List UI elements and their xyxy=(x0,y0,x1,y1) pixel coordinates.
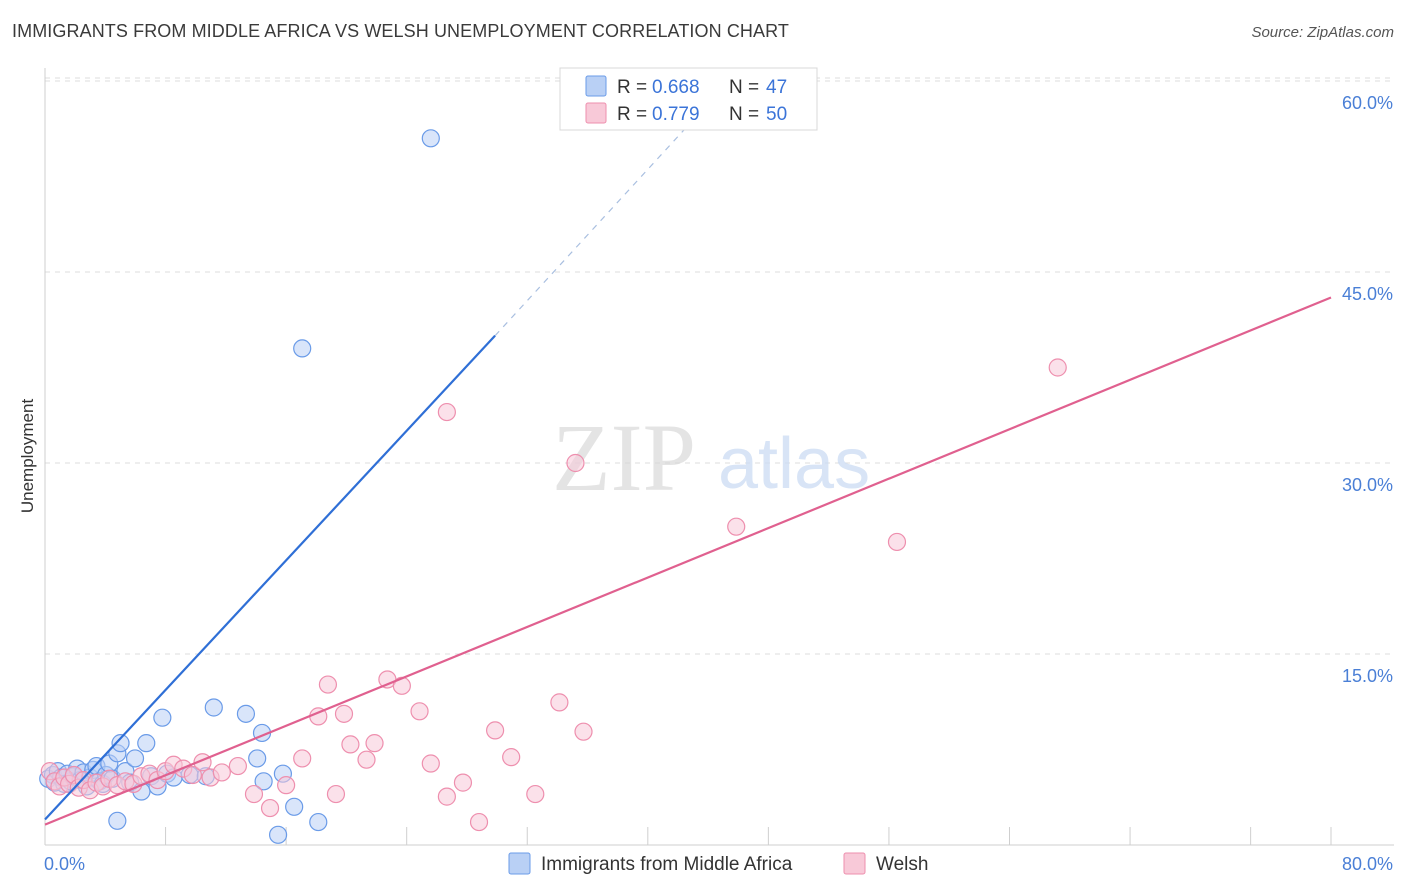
point-middle-africa xyxy=(236,704,256,723)
point-middle-africa xyxy=(204,698,223,717)
point-welsh xyxy=(260,798,280,818)
point-welsh xyxy=(183,765,202,785)
point-welsh xyxy=(293,749,312,768)
legend-r-label: R = xyxy=(617,104,647,125)
point-welsh xyxy=(469,812,489,832)
point-middle-africa xyxy=(268,825,288,844)
point-welsh xyxy=(437,402,456,422)
point-welsh xyxy=(421,754,440,773)
point-welsh xyxy=(550,693,569,712)
point-welsh xyxy=(887,532,907,552)
legend-swatch-welsh xyxy=(585,102,607,124)
point-middle-africa xyxy=(285,797,304,816)
top-legend: R = 0.668 N = 47 R = 0.779 N = 50 xyxy=(559,67,818,131)
point-welsh xyxy=(566,453,585,473)
point-welsh xyxy=(502,748,521,767)
x-tick-label: 80.0% xyxy=(1342,854,1393,874)
x-tick-label: 0.0% xyxy=(44,854,85,874)
y-tick-label: 15.0% xyxy=(1342,666,1393,686)
point-middle-africa xyxy=(293,339,312,358)
point-welsh xyxy=(526,784,545,804)
legend-r-value: 0.668 xyxy=(652,77,700,98)
chart-title: IMMIGRANTS FROM MIDDLE AFRICA VS WELSH U… xyxy=(12,21,789,41)
point-middle-africa xyxy=(137,734,156,753)
bottom-legend-label-welsh: Welsh xyxy=(876,854,928,875)
point-welsh xyxy=(486,721,505,740)
bottom-legend-swatch-middle-africa xyxy=(508,852,531,875)
point-welsh xyxy=(341,735,360,754)
trend-line-middle-africa xyxy=(44,334,496,821)
legend-n-value: 47 xyxy=(766,77,787,98)
point-welsh xyxy=(357,750,376,769)
trend-extension-middle-africa xyxy=(494,125,689,337)
point-welsh xyxy=(244,784,264,804)
data-points xyxy=(39,129,1067,844)
point-welsh xyxy=(326,784,346,804)
legend-r-label: R = xyxy=(617,77,647,98)
point-middle-africa xyxy=(248,749,267,768)
y-tick-label: 45.0% xyxy=(1342,284,1393,304)
bottom-legend-label-middle-africa: Immigrants from Middle Africa xyxy=(541,854,793,875)
point-welsh xyxy=(277,776,296,795)
point-welsh xyxy=(727,517,746,536)
point-welsh xyxy=(1048,358,1067,377)
point-middle-africa xyxy=(111,734,130,753)
point-welsh xyxy=(228,756,247,776)
point-middle-africa xyxy=(254,772,273,791)
bottom-legend-swatch-welsh xyxy=(843,852,866,875)
point-welsh xyxy=(365,734,384,753)
trend-lines xyxy=(44,125,1332,826)
point-middle-africa xyxy=(309,812,328,832)
y-axis-label: Unemployment xyxy=(18,399,37,514)
axes xyxy=(44,68,1394,846)
legend-n-value: 50 xyxy=(766,104,787,125)
legend-r-value: 0.779 xyxy=(652,104,700,125)
point-welsh xyxy=(212,763,231,782)
legend-swatch-middle-africa xyxy=(585,75,607,97)
grid-lines xyxy=(45,77,1394,655)
point-middle-africa xyxy=(108,811,127,830)
watermark-atlas: atlas xyxy=(718,424,870,504)
point-welsh xyxy=(453,773,473,792)
point-middle-africa xyxy=(421,129,440,148)
point-welsh xyxy=(574,722,593,741)
bottom-legend: Immigrants from Middle Africa Welsh xyxy=(508,852,928,875)
point-middle-africa xyxy=(153,708,172,727)
legend-n-label: N = xyxy=(729,104,759,125)
point-welsh xyxy=(318,675,338,694)
y-tick-label: 30.0% xyxy=(1342,475,1393,495)
legend-n-label: N = xyxy=(729,77,759,98)
point-welsh xyxy=(410,702,429,721)
point-welsh xyxy=(334,704,354,723)
source-label: Source: ZipAtlas.com xyxy=(1251,24,1394,41)
y-tick-label: 60.0% xyxy=(1342,93,1393,113)
tick-labels: 15.0% 30.0% 45.0% 60.0% 0.0% 80.0% xyxy=(44,93,1393,874)
point-middle-africa xyxy=(125,749,145,768)
point-welsh xyxy=(437,787,456,806)
trend-line-welsh xyxy=(44,296,1332,826)
